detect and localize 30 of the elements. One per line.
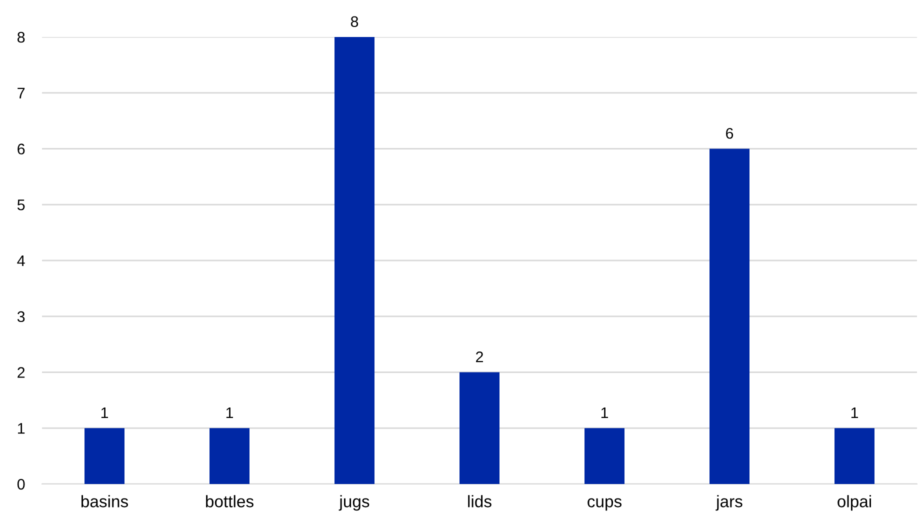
data-label: 1 [601,408,608,418]
bar [460,372,500,484]
x-tick-label: bottles [206,495,254,508]
y-tick-label: 5 [17,200,25,210]
x-tick-label: jugs [338,495,370,511]
data-label: 1 [226,408,234,418]
data-label: 8 [350,16,358,28]
y-tick-label: 6 [18,144,25,154]
x-tick-label: olpai [838,495,871,511]
y-tick-label: 3 [17,311,25,322]
data-label: 2 [476,351,483,362]
x-tick-label: cups [588,498,622,511]
y-tick-label: 7 [18,88,25,98]
y-tick-label: 0 [17,478,25,490]
data-label: 1 [851,408,858,418]
bar [210,428,250,484]
y-tick-label: 1 [18,423,25,434]
data-label: 6 [726,128,734,139]
bar [834,428,874,484]
x-tick-label: basins [81,495,128,508]
y-tick-label: 2 [18,367,25,378]
data-label: 1 [101,408,108,418]
y-tick-label: 8 [18,32,25,43]
y-tick-label: 4 [17,256,25,266]
bar [84,428,124,484]
bar [584,428,624,484]
bar [334,37,374,484]
x-tick-label: lids [468,495,492,508]
x-tick-label: jars [716,495,742,511]
bar [710,148,750,484]
